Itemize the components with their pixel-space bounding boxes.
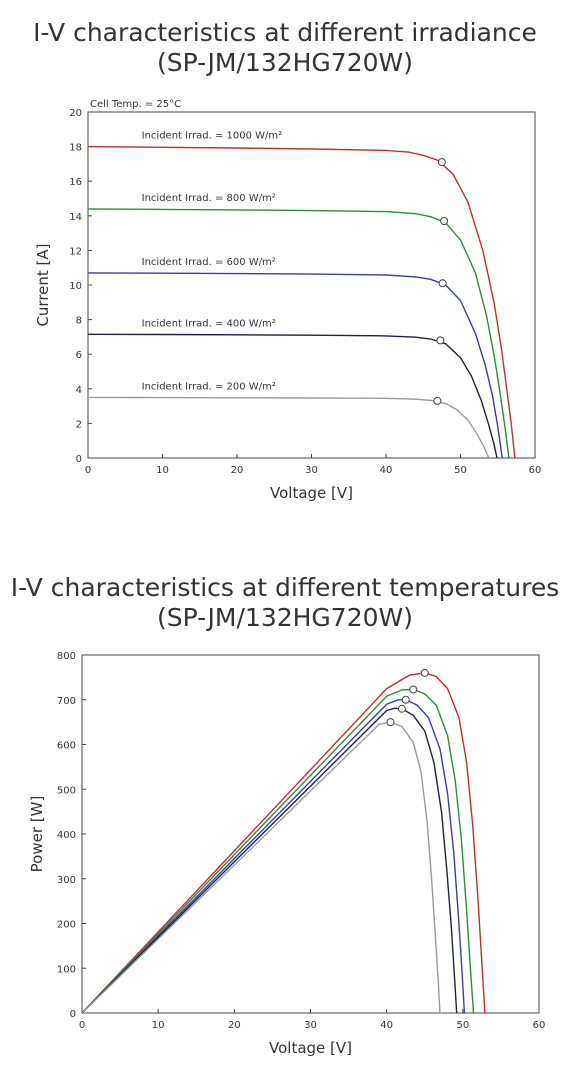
series-line-3 (82, 707, 458, 1013)
x-tick-label: 0 (79, 1020, 85, 1031)
y-axis-label: Power [W] (28, 796, 46, 873)
series-line-2 (82, 699, 466, 1013)
y-tick-label: 4 (76, 385, 82, 396)
y-tick-label: 18 (69, 143, 82, 154)
series-label-0: Incident Irrad. = 1000 W/m² (142, 131, 283, 142)
series-line-1 (82, 688, 475, 1013)
y-tick-label: 0 (70, 1009, 76, 1020)
mpp-marker-4 (386, 718, 395, 727)
y-tick-label: 0 (76, 454, 82, 465)
chart2-subtitle: (SP-JM/132HG720W) (156, 603, 413, 632)
y-tick-label: 100 (57, 964, 76, 975)
y-tick-label: 700 (57, 696, 76, 707)
chart2-title: I-V characteristics at different tempera… (10, 573, 560, 602)
mpp-marker-1 (409, 685, 418, 694)
chart1-title: I-V characteristics at different irradia… (33, 18, 537, 47)
y-tick-label: 500 (57, 785, 76, 796)
series-label-3: Incident Irrad. = 400 W/m² (142, 318, 276, 329)
mpp-marker-2 (401, 695, 410, 704)
x-tick-label: 0 (85, 465, 91, 476)
plot-frame (87, 111, 536, 459)
x-tick-label: 50 (454, 465, 467, 476)
x-tick-label: 50 (456, 1020, 469, 1031)
irradiance-chart: I-V characteristics at different irradia… (0, 0, 570, 520)
temperature-chart: I-V characteristics at different tempera… (0, 555, 570, 1075)
series-line-1 (88, 208, 510, 458)
x-tick-label: 20 (231, 465, 244, 476)
y-tick-label: 12 (69, 246, 82, 257)
mpp-marker-0 (420, 668, 429, 677)
cell-temp-note: Cell Temp. = 25°C (90, 99, 181, 110)
y-tick-label: 20 (69, 108, 82, 119)
series-label-1: Incident Irrad. = 800 W/m² (142, 193, 276, 204)
x-tick-label: 20 (228, 1020, 241, 1031)
x-tick-label: 10 (156, 465, 169, 476)
series-line-4 (82, 721, 441, 1013)
y-tick-label: 300 (57, 875, 76, 886)
series-line-3 (88, 333, 498, 458)
series-label-4: Incident Irrad. = 200 W/m² (142, 381, 276, 392)
chart1-plot: 0 10 20 30 40 50 60 0 2 4 6 8 10 12 14 16 18 20 Voltage [V… (34, 99, 542, 502)
y-tick-label: 600 (57, 741, 76, 752)
series-line-4 (88, 396, 490, 458)
mpp-marker-0 (437, 158, 446, 167)
x-axis-label: Voltage [V] (269, 1039, 352, 1057)
y-tick-label: 800 (57, 651, 76, 662)
x-axis-label: Voltage [V] (270, 484, 353, 502)
y-tick-label: 10 (69, 281, 82, 292)
y-tick-label: 14 (69, 212, 82, 223)
x-tick-label: 30 (305, 465, 318, 476)
mpp-marker-1 (440, 216, 449, 225)
y-tick-label: 200 (57, 920, 76, 931)
mpp-marker-3 (397, 704, 406, 713)
y-axis-label: Current [A] (34, 243, 52, 326)
x-tick-label: 60 (529, 465, 542, 476)
y-tick-label: 6 (76, 350, 82, 361)
x-tick-label: 10 (152, 1020, 165, 1031)
mpp-marker-4 (433, 396, 442, 405)
mpp-marker-2 (438, 279, 447, 288)
x-tick-label: 40 (380, 465, 393, 476)
mpp-marker-3 (436, 336, 445, 345)
x-tick-label: 40 (380, 1020, 393, 1031)
y-tick-label: 400 (57, 830, 76, 841)
series-line-0 (88, 145, 516, 458)
chart1-subtitle: (SP-JM/132HG720W) (156, 48, 413, 77)
y-tick-label: 16 (69, 177, 82, 188)
x-tick-label: 30 (304, 1020, 317, 1031)
y-tick-label: 2 (76, 419, 82, 430)
series-line-2 (88, 272, 503, 458)
chart2-plot: 0 10 20 30 40 50 600100200300400500600700800Vo… (28, 651, 546, 1057)
x-tick-label: 60 (533, 1020, 546, 1031)
series-label-2: Incident Irrad. = 600 W/m² (142, 257, 276, 268)
y-tick-label: 8 (76, 316, 82, 327)
series-line-0 (82, 672, 486, 1013)
